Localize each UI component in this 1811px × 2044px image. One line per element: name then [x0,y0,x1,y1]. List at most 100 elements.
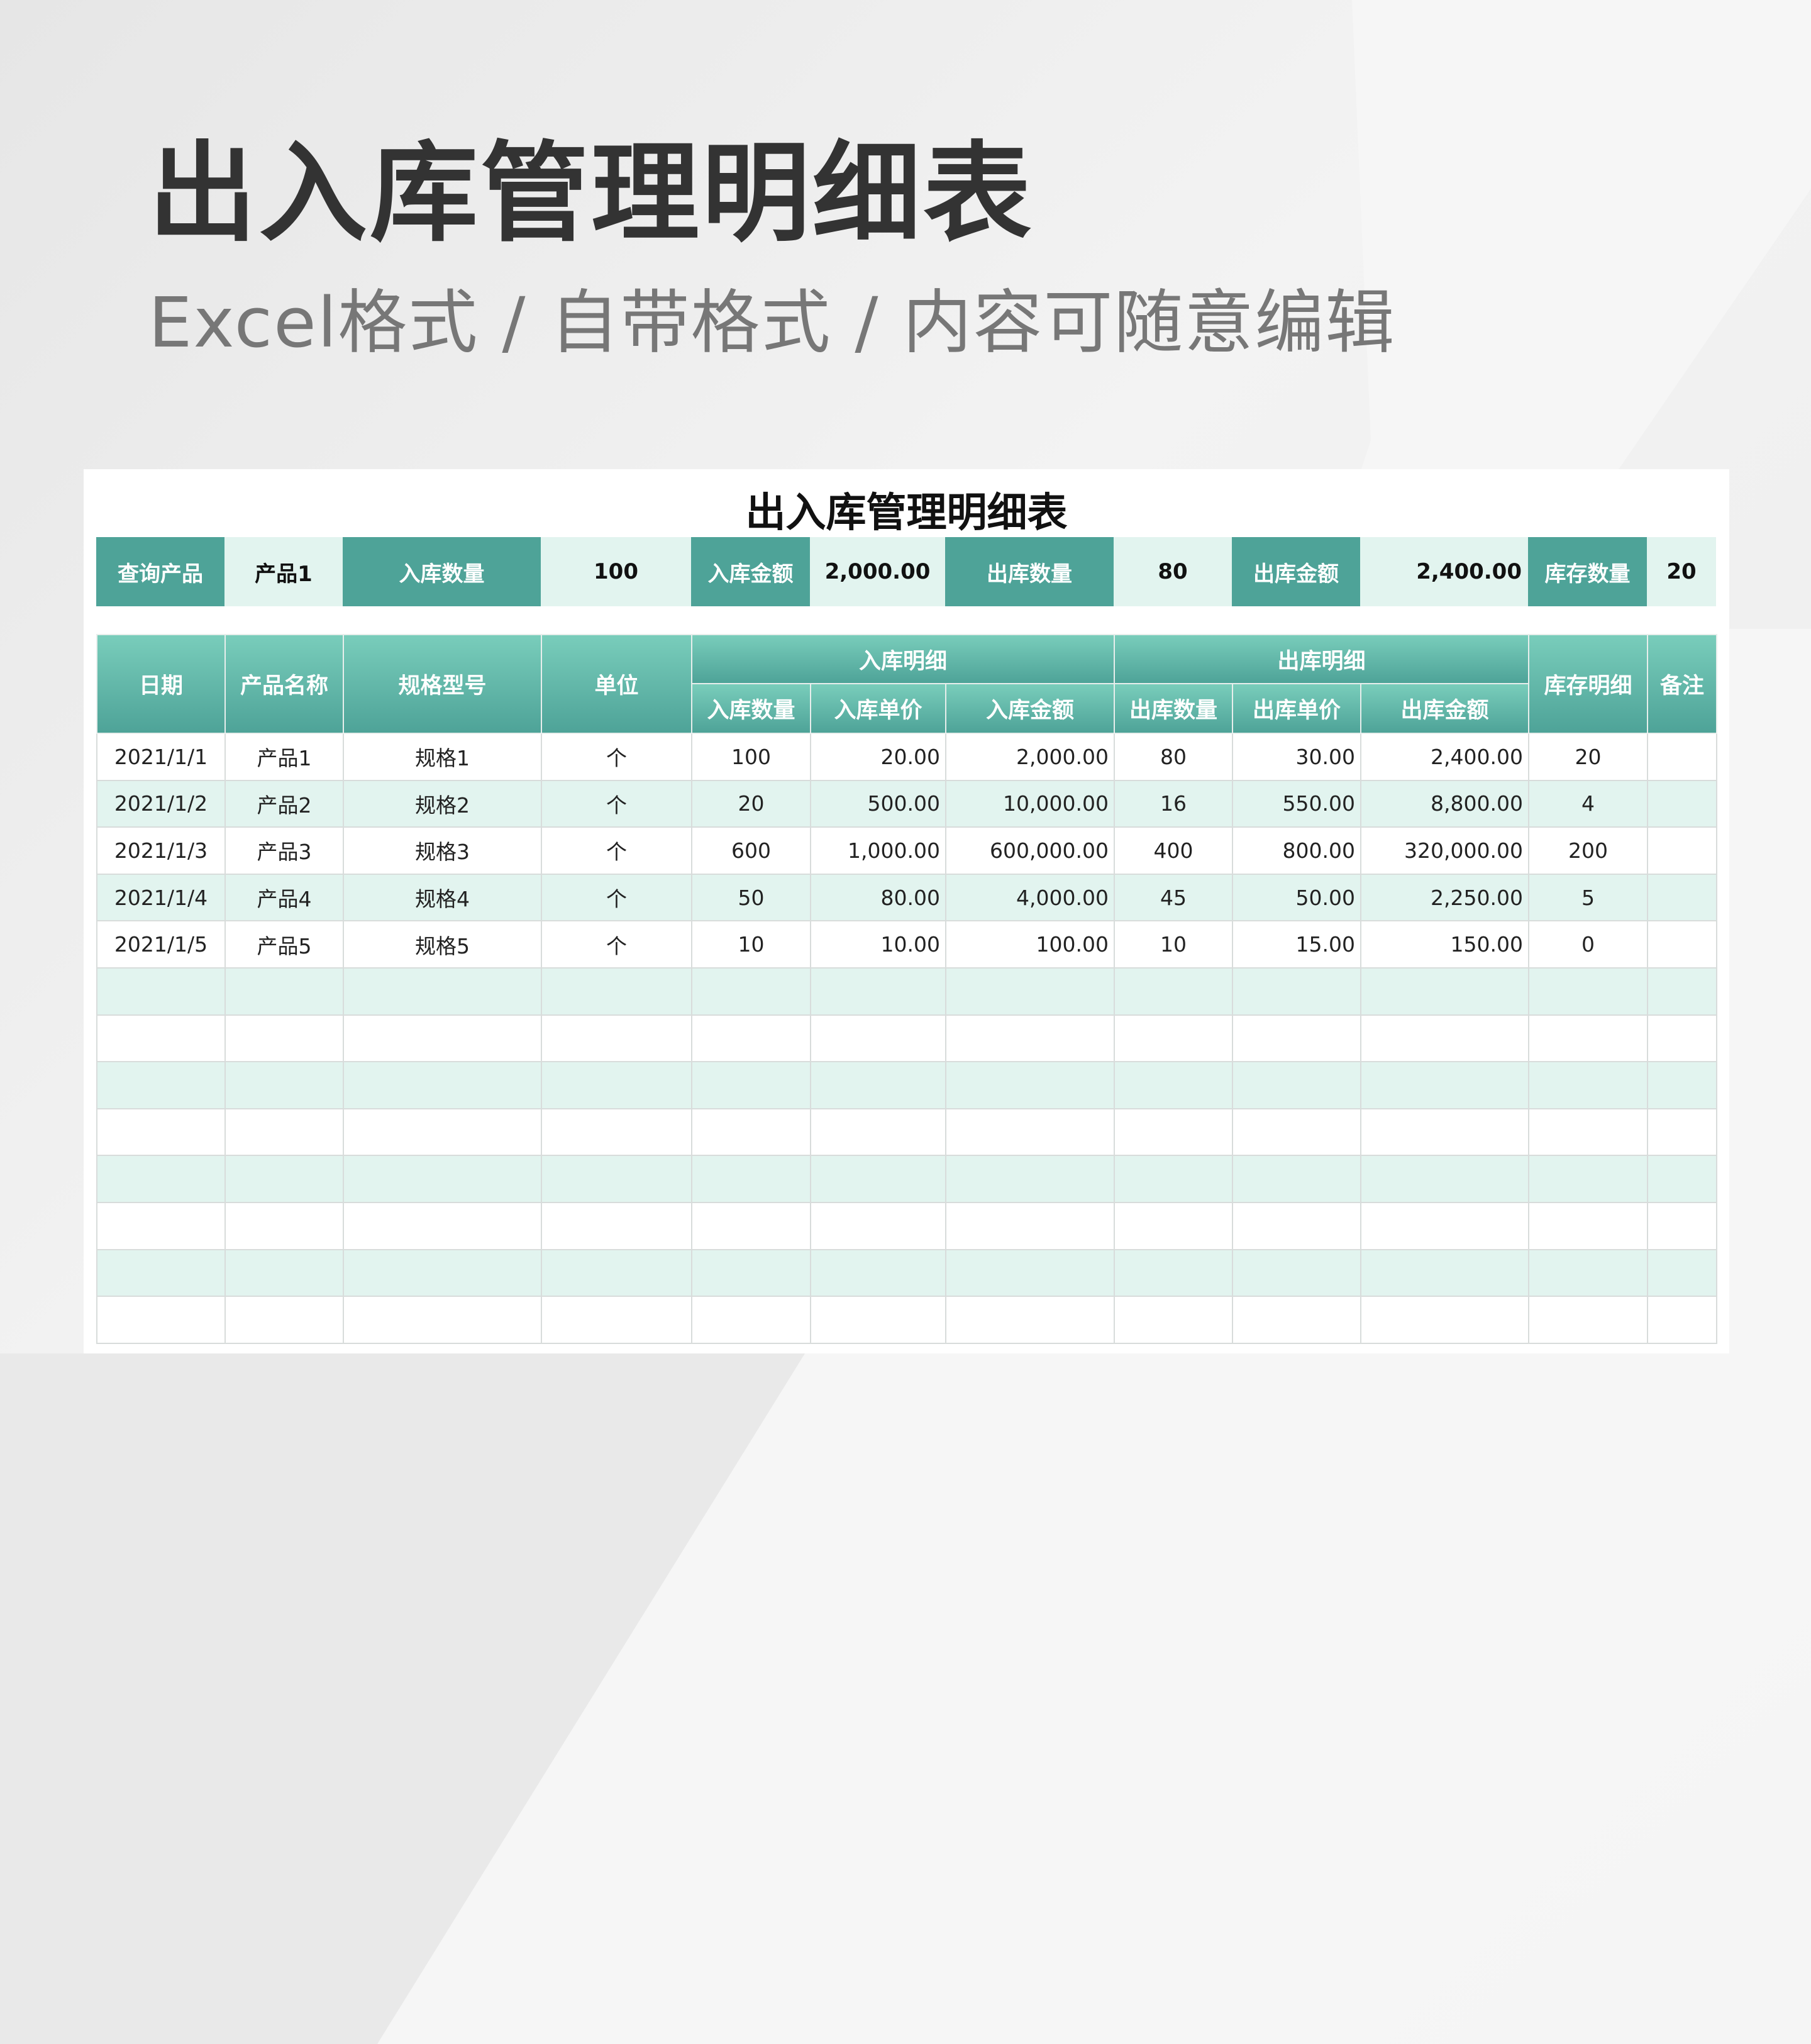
table-cell[interactable] [810,1248,946,1297]
table-cell[interactable] [343,1296,542,1344]
table-cell[interactable] [541,1014,692,1063]
table-cell[interactable]: 个 [541,873,692,922]
table-cell[interactable]: 10,000.00 [945,779,1115,828]
table-cell[interactable] [1114,1201,1233,1250]
table-cell[interactable] [1647,1014,1717,1063]
table-cell[interactable]: 规格1 [343,733,542,781]
table-cell[interactable] [1114,1014,1233,1063]
table-cell[interactable] [1114,1155,1233,1203]
table-cell[interactable] [96,967,226,1016]
table-cell[interactable] [1232,1296,1361,1344]
table-cell[interactable] [541,1296,692,1344]
table-cell[interactable] [1360,1201,1529,1250]
table-cell[interactable]: 个 [541,826,692,875]
table-cell[interactable]: 100 [691,733,811,781]
table-cell[interactable] [1528,1061,1648,1109]
table-cell[interactable] [96,1248,226,1297]
table-cell[interactable] [1360,1014,1529,1063]
table-cell[interactable] [691,1061,811,1109]
table-cell[interactable] [1647,1201,1717,1250]
table-cell[interactable]: 2,250.00 [1360,873,1529,922]
table-cell[interactable] [1232,1155,1361,1203]
table-cell[interactable] [224,1108,344,1157]
table-cell[interactable] [541,1061,692,1109]
table-cell[interactable] [224,1061,344,1109]
table-cell[interactable] [810,1061,946,1109]
table-cell[interactable]: 550.00 [1232,779,1361,828]
table-cell[interactable] [541,1201,692,1250]
table-cell[interactable] [691,1014,811,1063]
table-cell[interactable]: 2,000.00 [945,733,1115,781]
table-cell[interactable] [810,1155,946,1203]
table-cell[interactable]: 规格5 [343,920,542,969]
table-cell[interactable] [810,1108,946,1157]
table-cell[interactable] [945,1201,1115,1250]
table-cell[interactable] [1528,1201,1648,1250]
table-cell[interactable] [1232,1061,1361,1109]
table-cell[interactable]: 2021/1/1 [96,733,226,781]
table-cell[interactable]: 规格4 [343,873,542,922]
table-cell[interactable] [1114,1248,1233,1297]
table-cell[interactable] [945,967,1115,1016]
table-cell[interactable] [1647,1108,1717,1157]
table-cell[interactable]: 2021/1/5 [96,920,226,969]
table-cell[interactable]: 80.00 [810,873,946,922]
table-cell[interactable] [1360,1108,1529,1157]
table-cell[interactable] [1232,967,1361,1016]
table-cell[interactable] [1528,1248,1648,1297]
table-cell[interactable] [343,1108,542,1157]
table-cell[interactable] [1114,967,1233,1016]
table-cell[interactable] [691,1108,811,1157]
table-cell[interactable] [224,1201,344,1250]
table-cell[interactable] [1647,779,1717,828]
table-cell[interactable] [1232,1014,1361,1063]
table-cell[interactable] [1647,873,1717,922]
table-cell[interactable]: 10 [1114,920,1233,969]
table-cell[interactable] [541,967,692,1016]
query-product-select[interactable]: 产品1 [224,537,343,606]
table-cell[interactable] [691,967,811,1016]
table-cell[interactable]: 10.00 [810,920,946,969]
table-cell[interactable] [343,1201,542,1250]
table-cell[interactable] [1647,1155,1717,1203]
table-cell[interactable] [1528,1108,1648,1157]
table-cell[interactable] [224,1248,344,1297]
table-cell[interactable]: 600,000.00 [945,826,1115,875]
table-cell[interactable]: 16 [1114,779,1233,828]
table-cell[interactable]: 4,000.00 [945,873,1115,922]
table-cell[interactable] [343,1248,542,1297]
table-cell[interactable] [1647,733,1717,781]
table-cell[interactable]: 45 [1114,873,1233,922]
table-cell[interactable] [96,1296,226,1344]
table-cell[interactable]: 个 [541,733,692,781]
table-cell[interactable] [1114,1296,1233,1344]
table-cell[interactable] [810,967,946,1016]
table-cell[interactable] [1647,920,1717,969]
table-cell[interactable] [343,1014,542,1063]
table-cell[interactable] [1528,1014,1648,1063]
table-cell[interactable] [945,1296,1115,1344]
table-cell[interactable]: 10 [691,920,811,969]
table-cell[interactable]: 2021/1/2 [96,779,226,828]
table-cell[interactable]: 100.00 [945,920,1115,969]
table-cell[interactable] [541,1155,692,1203]
table-cell[interactable]: 30.00 [1232,733,1361,781]
table-cell[interactable] [1528,1296,1648,1344]
table-cell[interactable] [96,1155,226,1203]
table-cell[interactable]: 200 [1528,826,1648,875]
table-cell[interactable]: 8,800.00 [1360,779,1529,828]
table-cell[interactable] [1360,1248,1529,1297]
table-cell[interactable] [224,1155,344,1203]
table-cell[interactable]: 产品4 [224,873,344,922]
table-cell[interactable] [1647,967,1717,1016]
table-cell[interactable] [541,1248,692,1297]
table-cell[interactable] [945,1155,1115,1203]
table-cell[interactable] [1647,1248,1717,1297]
table-cell[interactable]: 20 [691,779,811,828]
table-cell[interactable] [1528,1155,1648,1203]
table-cell[interactable]: 2021/1/4 [96,873,226,922]
table-cell[interactable]: 5 [1528,873,1648,922]
table-cell[interactable] [541,1108,692,1157]
table-cell[interactable] [945,1014,1115,1063]
table-cell[interactable] [691,1296,811,1344]
